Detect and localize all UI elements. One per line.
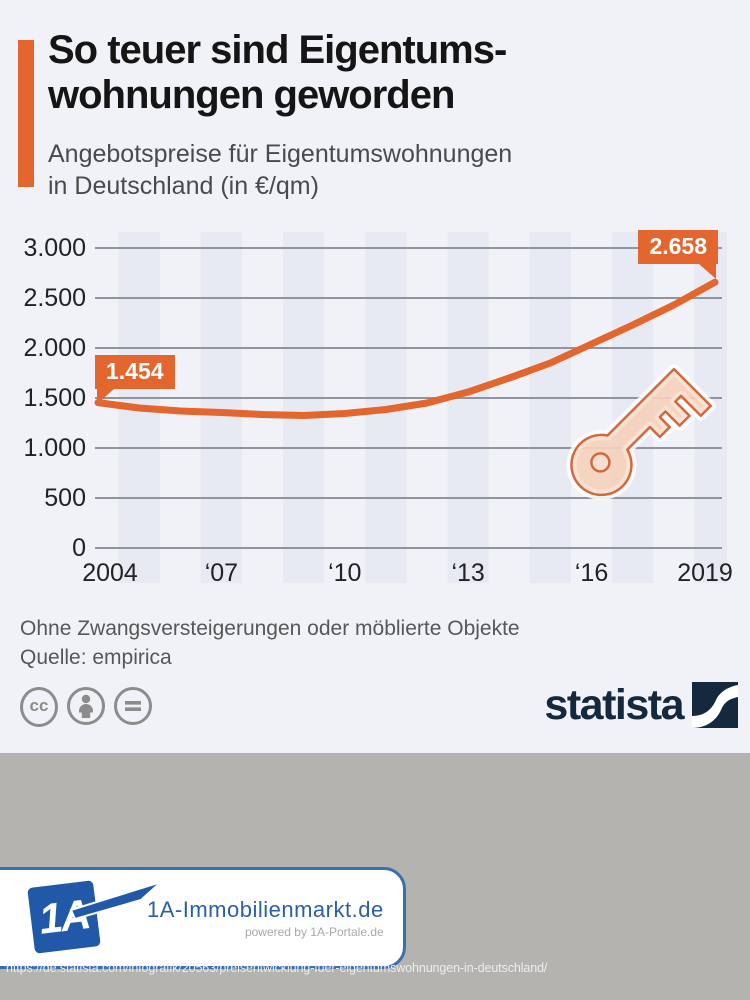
title-line-1: So teuer sind Eigentums- xyxy=(48,28,507,72)
year-stripe xyxy=(283,232,325,583)
y-axis-label: 2.500 xyxy=(23,284,86,312)
source-url: https://de.statista.com/infografik/20563… xyxy=(6,961,548,975)
chart-subtitle: Angebotspreise für Eigentumswohnungen in… xyxy=(48,138,512,202)
x-axis-label: ‘13 xyxy=(451,559,485,587)
title-accent-bar xyxy=(18,40,34,187)
data-label-end: 2.658 xyxy=(638,230,718,279)
statista-wordmark: statista xyxy=(544,681,684,729)
footnote: Ohne Zwangsversteigerungen oder möbliert… xyxy=(20,617,520,640)
y-axis-label: 3.000 xyxy=(23,234,86,262)
page-title: So teuer sind Eigentums- wohnungen gewor… xyxy=(48,28,507,118)
data-label-start: 1.454 xyxy=(95,355,175,404)
year-stripe xyxy=(118,232,160,583)
1a-logo-swoosh-icon xyxy=(69,881,162,920)
statista-s-icon xyxy=(692,682,738,728)
year-stripe xyxy=(612,232,654,583)
subtitle-line-1: Angebotspreise für Eigentumswohnungen xyxy=(48,140,513,168)
banner-site-name: 1A-Immobilienmarkt.de xyxy=(147,897,384,922)
y-axis-label: 0 xyxy=(72,534,86,562)
subtitle-line-2: in Deutschland (in €/qm) xyxy=(48,172,319,200)
title-line-2: wohnungen geworden xyxy=(48,73,455,117)
y-axis-label: 1.000 xyxy=(23,434,86,462)
price-line-series xyxy=(94,278,719,419)
end-value: 2.658 xyxy=(649,233,707,259)
y-axis-label: 1.500 xyxy=(23,384,86,412)
x-axis-label: ‘10 xyxy=(328,559,362,587)
banner-text: 1A-Immobilienmarkt.de powered by 1A-Port… xyxy=(147,897,384,939)
year-stripe xyxy=(200,232,242,583)
key-icon xyxy=(566,364,716,500)
cc-nd-equals-icon xyxy=(114,687,152,725)
year-stripe xyxy=(447,232,489,583)
bottom-banner-area: 1A 1A-Immobilienmarkt.de powered by 1A-P… xyxy=(0,753,750,1000)
source-note: Quelle: empirica xyxy=(20,646,172,669)
infographic-card: So teuer sind Eigentums- wohnungen gewor… xyxy=(0,0,750,753)
statista-logo: statista xyxy=(544,682,738,728)
cc-by-person-icon xyxy=(67,687,105,725)
x-axis-label: ‘07 xyxy=(204,559,239,587)
y-axis-label: 500 xyxy=(44,484,86,512)
x-axis-label: ‘16 xyxy=(574,559,609,587)
immobilienmarkt-banner[interactable]: 1A 1A-Immobilienmarkt.de powered by 1A-P… xyxy=(0,867,406,969)
start-value: 1.454 xyxy=(106,358,164,384)
x-axis-label: 2019 xyxy=(677,559,733,587)
y-axis-label: 2.000 xyxy=(23,334,86,362)
cc-license-badges: cc xyxy=(20,687,152,727)
year-stripe xyxy=(365,232,407,583)
1a-logo: 1A xyxy=(23,870,162,966)
banner-powered-by: powered by 1A-Portale.de xyxy=(244,925,384,939)
year-stripe xyxy=(529,232,571,583)
x-axis-label: 2004 xyxy=(82,559,138,587)
year-stripe xyxy=(694,232,727,583)
cc-icon: cc xyxy=(20,687,58,727)
